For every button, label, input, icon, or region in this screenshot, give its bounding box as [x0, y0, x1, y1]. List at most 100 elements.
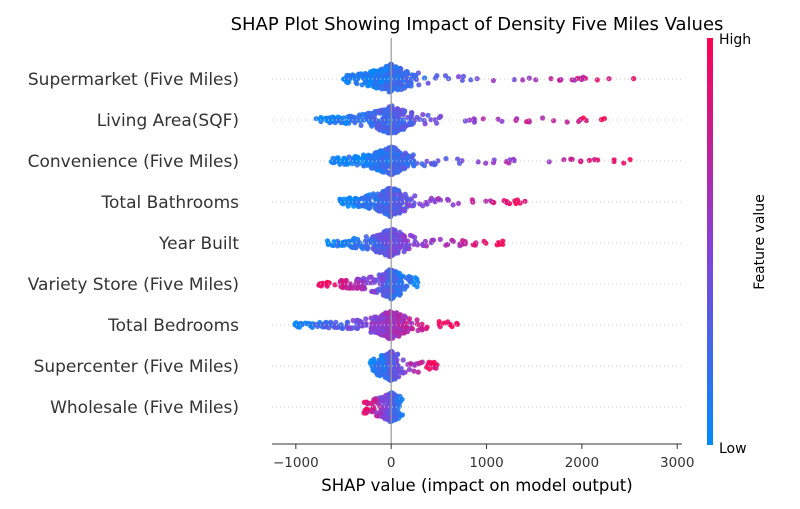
shap-point [414, 284, 420, 290]
shap-point [455, 200, 462, 206]
shap-point [324, 283, 330, 289]
shap-point [579, 76, 585, 83]
shap-point [513, 200, 519, 207]
shap-point [400, 152, 406, 158]
feature-label: Supercenter (Five Miles) [34, 357, 239, 377]
shap-point [385, 71, 391, 77]
shap-point [487, 198, 493, 204]
shap-point [362, 244, 368, 250]
shap-point [396, 156, 402, 162]
shap-point [459, 77, 465, 83]
shap-point [340, 278, 346, 284]
shap-point [363, 316, 369, 322]
x-tick-label: −1000 [273, 455, 319, 471]
shap-point [429, 237, 435, 243]
feature-label: Total Bedrooms [107, 316, 239, 336]
shap-point [378, 242, 384, 248]
shap-point [404, 158, 410, 164]
colorbar-high-label: High [719, 32, 751, 48]
shap-point [394, 106, 400, 112]
shap-point [586, 157, 593, 163]
shap-point [380, 316, 387, 322]
shap-point [380, 249, 386, 255]
shap-point [418, 325, 424, 331]
shap-point [561, 157, 567, 163]
shap-point [356, 71, 362, 77]
shap-point [365, 152, 371, 158]
shap-point [557, 77, 563, 83]
shap-point [391, 317, 397, 323]
shap-point [434, 73, 440, 79]
shap-point [450, 202, 456, 208]
feature-rows: Supermarket (Five Miles) Living Area(SQF)… [28, 70, 682, 418]
shap-point [571, 77, 578, 83]
shap-point [441, 320, 447, 326]
feature-label: Living Area(SQF) [97, 111, 239, 131]
shap-point [402, 246, 408, 252]
shap-point [354, 81, 360, 87]
shap-point [449, 323, 455, 330]
shap-point [401, 109, 407, 115]
shap-point [330, 160, 336, 166]
shap-point [341, 115, 347, 121]
shap-point [401, 75, 407, 81]
beeswarm-points [292, 61, 637, 425]
shap-point [384, 76, 390, 82]
shap-point [381, 287, 387, 293]
shap-point [456, 74, 462, 80]
shap-point [483, 198, 489, 204]
shap-point [408, 80, 414, 86]
shap-point [380, 405, 386, 411]
shap-point [371, 289, 377, 295]
shap-point [546, 159, 552, 165]
shap-point [341, 284, 347, 290]
shap-point [411, 162, 417, 169]
shap-point [548, 76, 554, 82]
shap-point [346, 79, 352, 85]
shap-point [383, 153, 389, 159]
shap-point [408, 361, 414, 367]
shap-point [393, 74, 399, 80]
shap-point [403, 194, 409, 200]
shap-point [366, 73, 372, 79]
shap-point [504, 200, 510, 206]
shap-point [475, 159, 481, 165]
shap-point [460, 73, 467, 79]
shap-point [420, 203, 426, 209]
shap-point [376, 74, 382, 80]
shap-point [396, 331, 402, 337]
shap-point [397, 315, 403, 321]
shap-point [377, 321, 383, 327]
shap-point [313, 116, 319, 122]
shap-point [377, 398, 383, 404]
shap-point [375, 329, 381, 335]
shap-point [367, 205, 373, 211]
shap-point [389, 391, 395, 397]
shap-point [411, 368, 417, 374]
shap-point [397, 398, 403, 404]
shap-point [371, 238, 378, 244]
shap-point [444, 196, 451, 202]
shap-point [354, 280, 360, 286]
shap-point [385, 84, 391, 90]
feature-label: Variety Store (Five Miles) [28, 275, 239, 295]
shap-point [400, 369, 406, 375]
shap-point [338, 158, 344, 164]
shap-point [334, 324, 340, 330]
shap-point [365, 110, 371, 116]
shap-point [347, 325, 353, 331]
shap-point [387, 332, 394, 338]
shap-point [422, 238, 428, 244]
shap-point [390, 412, 397, 418]
shap-point [420, 112, 426, 118]
shap-point [401, 313, 407, 319]
shap-point [423, 326, 429, 332]
shap-point [397, 393, 403, 399]
shap-point [399, 124, 405, 130]
shap-point [409, 233, 415, 239]
shap-point [368, 78, 375, 84]
shap-point [468, 77, 474, 83]
shap-point [381, 364, 387, 371]
shap-point [361, 275, 367, 281]
shap-point [391, 192, 397, 198]
